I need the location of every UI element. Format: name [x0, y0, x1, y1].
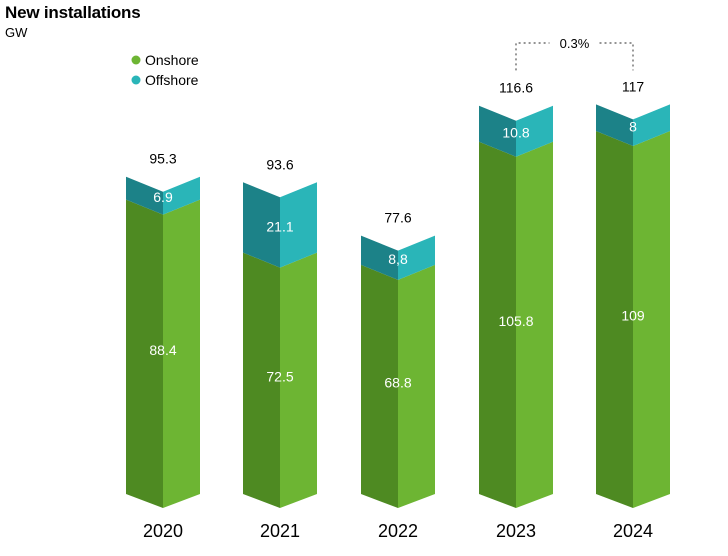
value-label-onshore-2024: 109 — [621, 308, 645, 324]
bar-offshore-2020-right — [163, 176, 200, 215]
growth-annotation: 0.3% — [560, 36, 590, 51]
bar-offshore-2022-right — [398, 235, 435, 280]
chart-unit: GW — [5, 25, 28, 40]
value-label-offshore-2020: 6.9 — [153, 189, 173, 205]
category-label-2023: 2023 — [496, 521, 536, 541]
value-label-onshore-2021: 72.5 — [266, 368, 293, 384]
value-label-onshore-2020: 88.4 — [149, 342, 176, 358]
legend-label-offshore: Offshore — [145, 72, 199, 88]
value-label-offshore-2022: 8,8 — [388, 251, 408, 267]
value-label-offshore-2023: 10.8 — [502, 125, 529, 141]
total-label-2022: 77.6 — [384, 210, 411, 226]
bar-offshore-2022-left — [361, 235, 398, 280]
legend-dot-onshore — [131, 55, 141, 65]
bar-onshore-2020-left — [126, 199, 163, 508]
total-label-2024: 117 — [622, 78, 645, 94]
bar-offshore-2024-left — [596, 104, 633, 146]
total-label-2020: 95.3 — [149, 151, 176, 167]
bar-onshore-2024-left — [596, 131, 633, 508]
bar-onshore-2024-right — [633, 131, 670, 508]
category-label-2024: 2024 — [613, 521, 653, 541]
bar-offshore-2021-right — [280, 182, 317, 268]
legend-dot-offshore — [131, 75, 141, 85]
bar-onshore-2020-right — [163, 199, 200, 508]
growth-bracket — [515, 42, 634, 71]
total-label-2023: 116.6 — [499, 80, 533, 96]
bar-onshore-2021-right — [280, 252, 317, 508]
bar-onshore-2022-left — [361, 264, 398, 508]
bar-offshore-2024-right — [633, 104, 670, 146]
bar-onshore-2022-right — [398, 264, 435, 508]
bar-offshore-2023-right — [516, 105, 553, 157]
value-label-onshore-2023: 105.8 — [498, 313, 533, 329]
legend-label-onshore: Onshore — [145, 52, 199, 68]
value-label-offshore-2021: 21.1 — [266, 218, 293, 234]
bars — [126, 104, 670, 508]
bar-onshore-2023-right — [516, 141, 553, 508]
labels: 88.4 6.9 95.3 2020 72.5 21.1 93.6 2021 68.8 8,8 77… — [143, 36, 653, 541]
chart-title: New installations — [5, 3, 141, 22]
category-label-2020: 2020 — [143, 521, 183, 541]
category-label-2021: 2021 — [260, 521, 300, 541]
bar-offshore-2023-left — [479, 105, 516, 157]
bar-offshore-2020-left — [126, 176, 163, 215]
bar-onshore-2021-left — [243, 252, 280, 508]
total-label-2021: 93.6 — [266, 156, 293, 172]
value-label-onshore-2022: 68.8 — [384, 374, 411, 390]
bar-offshore-2021-left — [243, 182, 280, 268]
bar-onshore-2023-left — [479, 141, 516, 508]
legend: Onshore Offshore — [131, 52, 199, 88]
value-label-offshore-2024: 8 — [629, 119, 637, 135]
category-label-2022: 2022 — [378, 521, 418, 541]
